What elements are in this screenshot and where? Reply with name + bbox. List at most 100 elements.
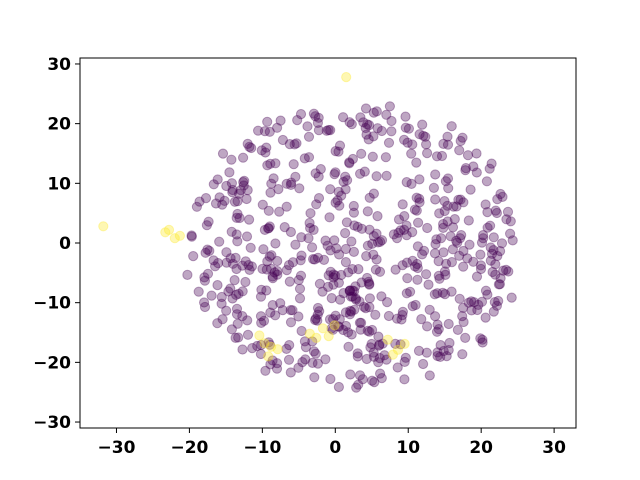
- data-point-class-0: [410, 261, 421, 272]
- data-point-class-0: [346, 119, 357, 130]
- data-point-class-0: [496, 238, 508, 249]
- data-point-class-0: [424, 370, 435, 381]
- data-point-class-0: [330, 146, 341, 157]
- data-point-class-0: [412, 241, 423, 252]
- data-point-class-0: [380, 152, 391, 163]
- data-point-class-0: [227, 184, 238, 196]
- data-point-class-0: [401, 220, 412, 231]
- data-point-class-1: [160, 227, 171, 238]
- data-point-class-0: [191, 201, 202, 212]
- data-point-class-1: [263, 351, 274, 362]
- data-point-class-0: [410, 299, 421, 311]
- data-point-class-0: [340, 257, 351, 268]
- data-point-class-0: [414, 197, 425, 208]
- data-point-class-0: [342, 175, 353, 186]
- data-point-class-0: [507, 235, 518, 246]
- data-point-class-0: [272, 255, 283, 267]
- data-point-class-0: [475, 333, 486, 344]
- data-point-class-0: [362, 206, 373, 217]
- data-point-class-0: [359, 166, 370, 177]
- data-point-class-0: [292, 115, 303, 126]
- data-point-class-0: [334, 249, 345, 260]
- data-point-class-0: [362, 240, 373, 251]
- data-point-class-0: [279, 222, 290, 233]
- data-point-class-0: [383, 310, 394, 322]
- data-point-class-0: [312, 302, 324, 314]
- data-point-class-0: [376, 125, 387, 137]
- data-point-class-0: [471, 148, 482, 159]
- data-point-class-0: [290, 239, 301, 250]
- data-point-class-0: [361, 129, 372, 140]
- data-point-class-0: [312, 117, 323, 129]
- y-tick-label: −10: [33, 294, 71, 314]
- data-point-class-0: [305, 208, 316, 219]
- data-point-class-0: [353, 264, 364, 275]
- data-point-class-0: [265, 187, 276, 198]
- data-point-class-0: [462, 253, 473, 264]
- data-point-class-0: [376, 373, 387, 384]
- data-point-class-0: [231, 303, 243, 314]
- data-point-class-0: [315, 164, 326, 175]
- data-point-class-0: [328, 269, 339, 280]
- data-point-class-0: [216, 291, 227, 303]
- data-point-class-0: [182, 269, 193, 280]
- data-point-class-0: [439, 196, 450, 207]
- data-point-class-0: [253, 125, 264, 136]
- data-point-class-0: [299, 336, 310, 347]
- data-point-class-0: [431, 326, 443, 337]
- data-point-class-0: [486, 158, 497, 169]
- data-point-class-0: [310, 168, 321, 179]
- data-point-class-0: [431, 234, 442, 245]
- data-point-class-0: [468, 256, 479, 267]
- data-point-class-0: [243, 260, 254, 271]
- data-point-class-0: [227, 187, 238, 198]
- data-point-class-0: [373, 340, 385, 351]
- data-point-class-0: [300, 354, 311, 365]
- data-point-class-0: [432, 288, 443, 299]
- data-point-class-0: [416, 314, 427, 325]
- data-point-class-0: [352, 221, 363, 232]
- data-point-class-0: [322, 240, 333, 251]
- data-point-class-0: [373, 331, 384, 342]
- y-axis: −30 −20 −10 0 10 20 30: [33, 55, 80, 433]
- data-point-class-0: [401, 230, 412, 241]
- data-point-class-0: [371, 106, 382, 117]
- data-point-class-0: [362, 272, 373, 284]
- data-point-class-0: [340, 184, 351, 195]
- data-point-class-0: [362, 119, 373, 130]
- data-point-class-0: [333, 146, 344, 157]
- data-point-class-0: [363, 134, 374, 145]
- data-point-class-0: [390, 338, 401, 349]
- data-point-class-0: [430, 239, 441, 250]
- data-point-class-0: [397, 306, 408, 317]
- y-tick-label: 30: [47, 55, 71, 75]
- data-point-class-0: [417, 249, 428, 260]
- x-tick-label: 30: [542, 438, 566, 458]
- data-point-class-0: [242, 329, 254, 340]
- data-point-class-0: [412, 258, 423, 270]
- data-point-class-0: [460, 332, 471, 343]
- data-point-class-0: [334, 200, 345, 211]
- data-point-class-0: [401, 257, 413, 268]
- data-point-class-0: [334, 321, 345, 332]
- data-point-class-0: [308, 346, 320, 357]
- data-point-class-0: [302, 121, 313, 132]
- data-point-class-0: [212, 174, 223, 185]
- data-point-class-0: [357, 374, 368, 385]
- data-point-class-0: [372, 123, 383, 134]
- data-point-class-0: [325, 266, 336, 277]
- data-point-class-0: [399, 356, 410, 367]
- data-point-class-0: [368, 351, 380, 362]
- data-point-class-0: [354, 370, 366, 381]
- data-point-class-0: [290, 171, 301, 182]
- data-point-class-0: [237, 260, 248, 271]
- data-point-class-0: [333, 186, 344, 197]
- data-point-class-0: [257, 263, 268, 274]
- data-point-class-0: [328, 314, 339, 325]
- data-point-class-0: [364, 293, 375, 304]
- data-point-class-0: [329, 169, 340, 180]
- data-point-class-0: [457, 311, 468, 322]
- data-point-class-0: [440, 269, 451, 280]
- data-point-class-1: [323, 331, 334, 342]
